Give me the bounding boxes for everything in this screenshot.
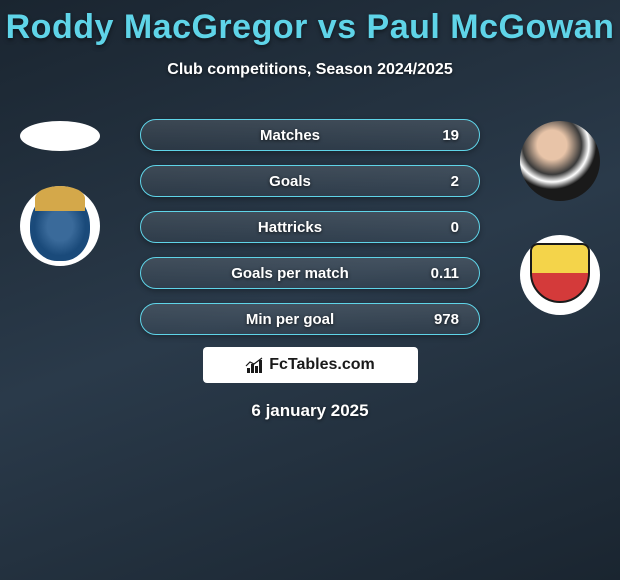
stat-value-right: 2 (419, 173, 459, 190)
stat-label: Hattricks (161, 219, 419, 236)
stat-row: Min per goal 978 (140, 303, 480, 335)
club-left-badge (20, 186, 100, 266)
stat-value-right: 978 (419, 311, 459, 328)
stat-row: Hattricks 0 (140, 211, 480, 243)
club-right-badge (520, 235, 600, 315)
stat-label: Min per goal (161, 311, 419, 328)
stat-value-right: 0 (419, 219, 459, 236)
stats-area: Matches 19 Goals 2 Hattricks 0 Goals per… (0, 109, 620, 339)
club-left-crest (30, 191, 90, 261)
comparison-card: Roddy MacGregor vs Paul McGowan Club com… (0, 0, 620, 580)
subtitle: Club competitions, Season 2024/2025 (0, 61, 620, 79)
stat-value-right: 0.11 (419, 265, 459, 282)
date: 6 january 2025 (0, 401, 620, 421)
club-right-crest (530, 243, 590, 308)
stat-label: Goals (161, 173, 419, 190)
brand-text: FcTables.com (269, 356, 375, 374)
brand-box: FcTables.com (203, 347, 418, 383)
club-right-shield (530, 243, 590, 303)
stat-value-right: 19 (419, 127, 459, 144)
stat-rows: Matches 19 Goals 2 Hattricks 0 Goals per… (140, 119, 480, 349)
page-title: Roddy MacGregor vs Paul McGowan (0, 0, 620, 47)
stat-label: Matches (161, 127, 419, 144)
stat-row: Goals 2 (140, 165, 480, 197)
club-left-crest-top (35, 186, 85, 211)
stat-label: Goals per match (161, 265, 419, 282)
bar-chart-icon (245, 356, 265, 374)
stat-row: Goals per match 0.11 (140, 257, 480, 289)
player-right-avatar (520, 121, 600, 201)
player-left-avatar (20, 121, 100, 151)
stat-row: Matches 19 (140, 119, 480, 151)
